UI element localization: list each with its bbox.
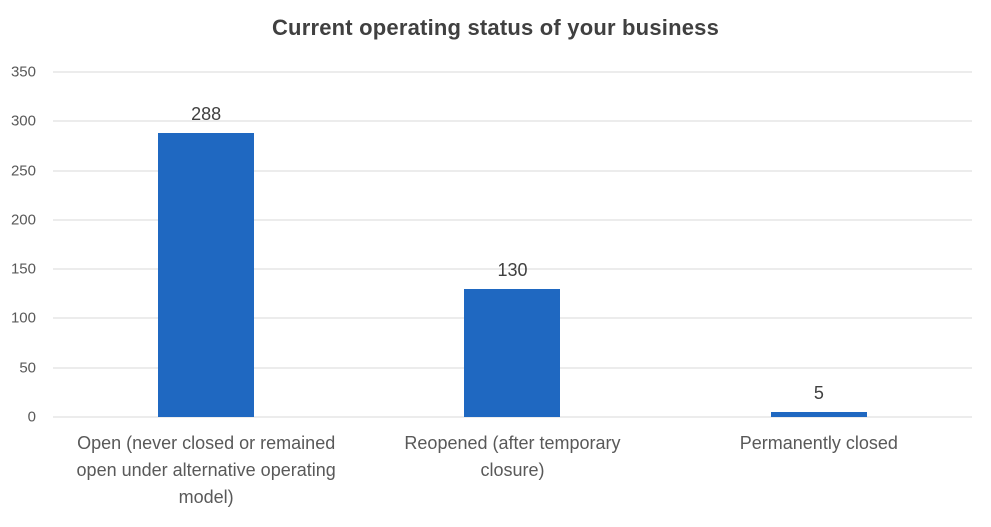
y-axis-tick-label: 100 bbox=[10, 309, 36, 327]
bar-value-label: 130 bbox=[497, 259, 528, 280]
bars-row: 288 130 5 bbox=[53, 72, 972, 417]
bar-value-label: 288 bbox=[191, 104, 222, 125]
bar bbox=[464, 288, 561, 417]
y-axis-tick-label: 50 bbox=[19, 359, 36, 377]
gridline bbox=[53, 416, 972, 418]
bar-column: 288 bbox=[53, 72, 359, 417]
gridline bbox=[53, 219, 972, 221]
gridline bbox=[53, 120, 972, 122]
bar-column: 5 bbox=[666, 72, 972, 417]
gridline bbox=[53, 268, 972, 270]
bar-value-label: 5 bbox=[813, 383, 824, 404]
gridline bbox=[53, 71, 972, 73]
bar bbox=[770, 412, 867, 417]
category-label: Reopened (after temporary closure) bbox=[404, 433, 621, 480]
y-axis-tick-label: 150 bbox=[10, 260, 36, 278]
category-axis: Open (never closed or remained open unde… bbox=[53, 430, 972, 511]
plot-area: 288 130 5 bbox=[53, 71, 972, 418]
category-label: Open (never closed or remained open unde… bbox=[76, 433, 336, 507]
gridline bbox=[53, 170, 972, 172]
y-axis-tick-label: 200 bbox=[10, 211, 36, 229]
y-axis-tick-label: 0 bbox=[27, 408, 36, 426]
y-axis-tick-label: 350 bbox=[10, 63, 36, 81]
chart-title: Current operating status of your busines… bbox=[271, 15, 720, 40]
y-axis: 0 50 100 150 200 250 300 350 bbox=[0, 65, 42, 425]
bar-column: 130 bbox=[359, 72, 665, 417]
category-label: Permanently closed bbox=[739, 433, 898, 453]
bar bbox=[158, 133, 255, 417]
y-axis-tick-label: 250 bbox=[10, 162, 36, 180]
y-axis-tick-label: 300 bbox=[10, 112, 36, 130]
